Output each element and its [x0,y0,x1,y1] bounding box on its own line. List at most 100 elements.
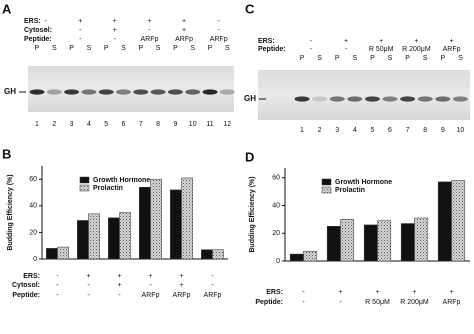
condition: - [56,292,59,299]
condition: ARFp [443,46,461,53]
condition: - [345,46,348,53]
condition: ARFp [142,292,160,299]
condition: ARFp [173,292,191,299]
condition: - [310,46,313,53]
condition: + [148,273,152,280]
fraction-label: P [335,55,340,62]
fraction-label: S [52,45,57,52]
condition: + [375,289,379,296]
condition: - [211,273,214,280]
condition: ARFp [210,36,228,43]
bar [377,220,392,262]
condition: + [338,289,342,296]
fraction-label: S [352,55,357,62]
lane-number: 11 [206,121,213,128]
condition-label: ERS: [23,273,40,280]
condition: + [86,273,90,280]
y-tick-label: 0 [276,258,280,265]
condition: + [182,27,186,34]
row-label: ERS: [258,38,275,45]
condition: - [44,18,47,25]
gel [258,70,470,120]
fraction-label: S [156,45,161,52]
gel-band [64,89,80,95]
gel-band [185,89,201,95]
gel-band [81,89,97,95]
condition: - [44,27,47,34]
gel [28,66,234,112]
y-tick-label: 20 [29,229,37,236]
fraction-label: P [104,45,109,52]
lane-number: 4 [87,121,91,128]
condition: - [211,282,214,289]
gel-band [435,96,451,102]
condition: - [339,299,342,306]
lane-number: 9 [441,127,445,134]
gel-band [452,96,468,102]
bar [139,187,151,260]
bar [181,177,193,260]
gel-band [202,89,218,95]
condition: R 50μM [369,46,394,53]
band-marker: GH [4,87,16,96]
y-tick-label: 0 [33,256,37,263]
lane-number: 10 [189,121,197,128]
gel-band [98,89,114,95]
legend-swatch [321,186,332,194]
bar [88,213,100,260]
fraction-label: S [458,55,463,62]
y-tick-label: 40 [272,202,280,209]
bar [201,249,213,260]
row-label: ERS: [24,18,41,25]
bar [363,224,378,262]
y-tick-label: 60 [272,175,280,182]
condition: - [310,38,313,45]
legend-label: Prolactin [93,185,123,192]
condition: - [79,36,82,43]
bar [77,220,89,260]
bar [170,189,182,260]
fraction-label: P [173,45,178,52]
fraction-label: S [317,55,322,62]
bar [289,253,304,262]
lane-number: 9 [173,121,177,128]
lane-number: 3 [335,127,339,134]
fraction-label: S [87,45,92,52]
lane-number: 2 [318,127,322,134]
gel-band [329,96,345,102]
condition: - [302,289,305,296]
fraction-label: P [370,55,375,62]
gel-band [347,96,363,102]
condition: R 200μM [400,299,429,306]
condition: R 50μM [365,299,390,306]
bar [303,251,318,262]
condition: + [450,38,454,45]
condition: - [302,299,305,306]
band-marker: GH [244,94,256,103]
condition: - [56,273,59,280]
gel-band [382,96,398,102]
condition: + [379,38,383,45]
legend-swatch [79,176,90,184]
condition: + [179,273,183,280]
condition: + [182,18,186,25]
fraction-label: P [440,55,445,62]
fraction-label: P [35,45,40,52]
condition-label: Peptide: [255,299,283,306]
gel-band [294,96,310,102]
condition: + [117,273,121,280]
lane-number: 8 [423,127,427,134]
condition: - [87,292,90,299]
lane-number: 10 [457,127,465,134]
y-axis-label: Budding Efficiency (%) [249,176,256,252]
bar [400,223,415,262]
gel-band [312,96,328,102]
gel-band [167,89,183,95]
condition: - [114,36,117,43]
condition: - [56,282,59,289]
fraction-label: P [138,45,143,52]
condition: + [113,27,117,34]
condition: ARFp [443,299,461,306]
lane-number: 5 [104,121,108,128]
